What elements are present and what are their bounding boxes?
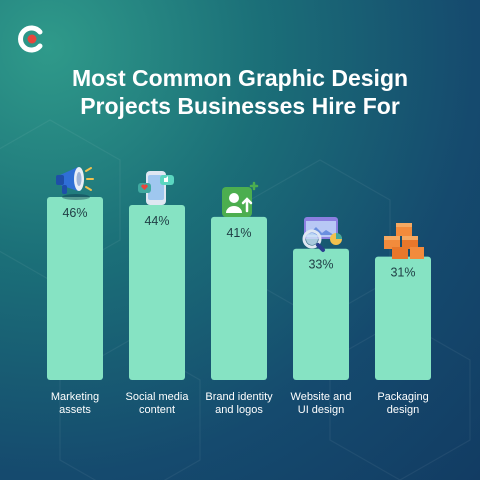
chart-title: Most Common Graphic Design Projects Busi…	[0, 64, 480, 120]
website-search-icon	[298, 213, 344, 253]
brand-profile-icon	[216, 181, 262, 221]
bar-1	[129, 204, 185, 380]
data-label-1: 44%	[144, 214, 169, 228]
category-label-1-line-0: Social media	[126, 391, 190, 403]
bar-0	[47, 197, 103, 380]
brand-logo-icon	[16, 24, 46, 54]
bar-3	[293, 248, 349, 380]
data-label-4: 31%	[390, 266, 415, 280]
category-label-0-line-1: assets	[59, 404, 91, 416]
category-label-3-line-1: UI design	[298, 404, 344, 416]
data-label-3: 33%	[308, 258, 333, 272]
boxes-icon	[380, 221, 426, 261]
title-line-2: Projects Businesses Hire For	[80, 93, 400, 119]
phone-social-icon	[134, 169, 180, 209]
category-label-3-line-0: Website and	[291, 391, 352, 403]
bar-4	[375, 256, 431, 380]
category-label-1-line-1: content	[139, 404, 175, 416]
category-label-0-line-0: Marketing	[51, 391, 99, 403]
bar-2	[211, 216, 267, 380]
title-line-1: Most Common Graphic Design	[71, 65, 409, 91]
data-label-2: 41%	[226, 226, 251, 240]
megaphone-icon	[52, 161, 98, 201]
category-label-4-line-0: Packaging	[377, 391, 428, 403]
category-label-2-line-1: and logos	[215, 404, 263, 416]
category-label-2-line-0: Brand identity	[205, 391, 273, 403]
category-label-4-line-1: design	[387, 404, 419, 416]
data-label-0: 46%	[62, 206, 87, 220]
